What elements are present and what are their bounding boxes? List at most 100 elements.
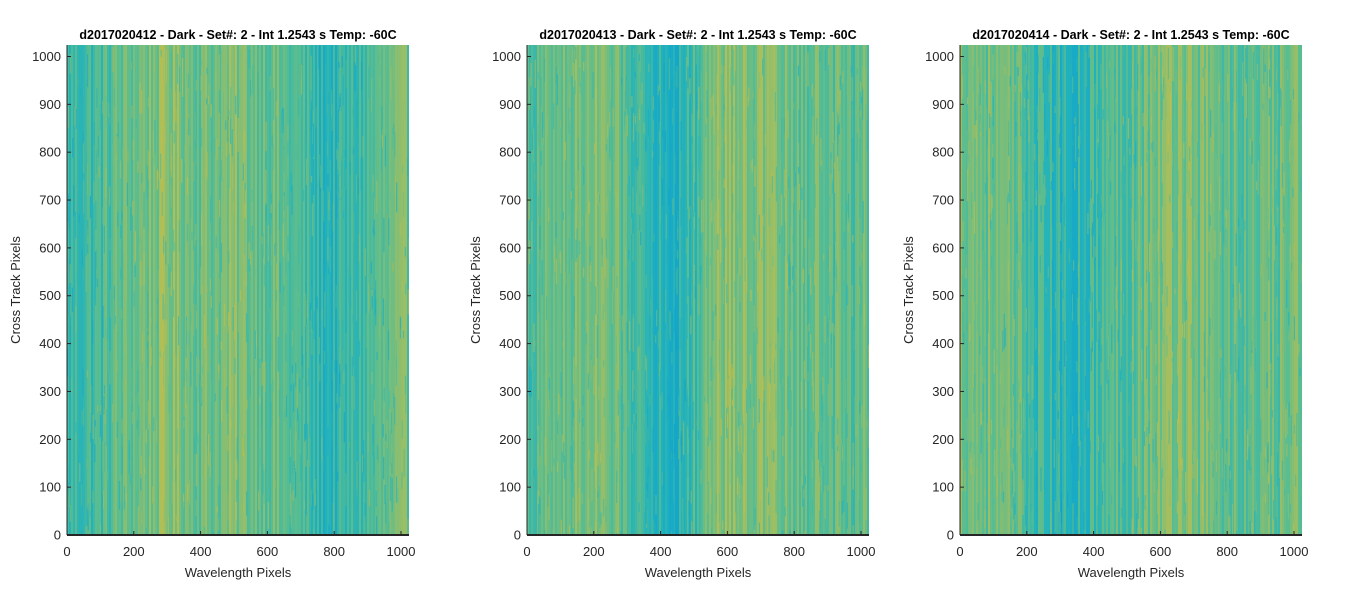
heatmap-streak (155, 420, 158, 443)
heatmap-streak (621, 315, 623, 331)
heatmap-streak (587, 373, 589, 390)
heatmap-streak (272, 88, 275, 121)
heatmap-streak (195, 79, 197, 92)
heatmap-streak (1230, 365, 1232, 384)
heatmap-streak (68, 322, 70, 353)
heatmap-streak (1046, 139, 1049, 156)
heatmap-streak (384, 291, 386, 302)
heatmap-streak (998, 461, 1000, 476)
heatmap-streak (585, 213, 587, 241)
heatmap-streak (1293, 101, 1295, 124)
heatmap-streak (836, 111, 839, 139)
heatmap-streak (727, 378, 729, 407)
heatmap-column (859, 45, 862, 535)
heatmap-streak (113, 328, 115, 341)
heatmap-column (551, 45, 554, 535)
heatmap-column (1276, 45, 1279, 535)
heatmap-column (699, 45, 702, 535)
heatmap-streak (351, 356, 353, 376)
heatmap-streak (370, 78, 373, 113)
heatmap-streak (811, 530, 813, 535)
heatmap-column (1144, 45, 1147, 535)
heatmap-streak (1170, 228, 1172, 235)
heatmap-streak (672, 312, 674, 341)
heatmap-streak (129, 473, 131, 485)
heatmap-streak (148, 151, 150, 180)
heatmap-streak (310, 489, 312, 506)
heatmap-column (567, 45, 570, 535)
heatmap-streak (1123, 155, 1125, 166)
heatmap-streak (692, 205, 694, 236)
heatmap-streak (361, 454, 364, 473)
heatmap-column (337, 45, 340, 535)
heatmap-streak (345, 332, 347, 364)
heatmap-streak (233, 305, 236, 340)
heatmap-streak (1034, 155, 1037, 191)
heatmap-streak (566, 63, 568, 93)
heatmap-streak (1288, 70, 1290, 100)
heatmap-streak (647, 285, 649, 308)
heatmap-streak (318, 49, 321, 76)
heatmap-column (67, 45, 70, 535)
heatmap-streak (231, 376, 233, 408)
heatmap-streak (1244, 385, 1246, 414)
heatmap-streak (1148, 314, 1150, 324)
heatmap-streak (1177, 362, 1179, 377)
heatmap-streak (687, 278, 689, 297)
heatmap-streak (1131, 208, 1133, 240)
heatmap-streak (783, 118, 785, 132)
heatmap-streak (699, 534, 702, 535)
heatmap-streak (1233, 436, 1235, 470)
heatmap-streak (558, 393, 560, 415)
heatmap-streak (1091, 292, 1093, 329)
heatmap-streak (835, 260, 837, 279)
heatmap-streak (329, 247, 331, 272)
heatmap-streak (116, 421, 118, 438)
heatmap-streak (1048, 74, 1050, 103)
heatmap-streak (1131, 517, 1133, 535)
heatmap-streak (964, 279, 966, 289)
heatmap-streak (232, 164, 234, 190)
heatmap-streak (837, 125, 839, 157)
heatmap-streak (342, 320, 344, 350)
heatmap-column (1134, 45, 1137, 535)
heatmap-streak (1136, 299, 1138, 332)
heatmap-streak (829, 246, 831, 272)
heatmap-column (613, 45, 616, 535)
heatmap-column (677, 45, 680, 535)
heatmap-streak (1235, 130, 1237, 151)
heatmap-streak (996, 518, 998, 529)
heatmap-streak (131, 367, 133, 402)
heatmap-column (1104, 45, 1107, 535)
heatmap-streak (583, 267, 585, 278)
heatmap-streak (999, 371, 1001, 386)
heatmap-streak (1068, 248, 1070, 263)
heatmap-streak (1168, 410, 1170, 445)
heatmap-column (105, 45, 108, 535)
heatmap-streak (860, 281, 862, 317)
heatmap-streak (254, 268, 256, 277)
heatmap-column (1150, 45, 1153, 535)
heatmap-streak (769, 82, 771, 98)
heatmap-streak (715, 247, 717, 264)
heatmap-streak (1156, 422, 1159, 457)
heatmap-streak (202, 526, 204, 535)
heatmap-streak (577, 137, 579, 170)
heatmap-streak (646, 358, 648, 390)
heatmap-column (151, 45, 154, 535)
heatmap-streak (620, 394, 622, 410)
heatmap-streak (601, 239, 603, 267)
heatmap-streak (788, 254, 790, 286)
heatmap-column (359, 45, 362, 535)
heatmap-streak (661, 392, 663, 410)
heatmap-streak (747, 273, 749, 282)
heatmap-streak (1006, 197, 1008, 225)
y-tick-label: 500 (499, 288, 521, 303)
heatmap-streak (162, 236, 165, 254)
heatmap-streak (862, 65, 864, 87)
heatmap-streak (540, 150, 542, 166)
heatmap-streak (186, 369, 188, 405)
heatmap-streak (736, 247, 739, 274)
heatmap-streak (150, 346, 152, 366)
heatmap-column (645, 45, 648, 535)
